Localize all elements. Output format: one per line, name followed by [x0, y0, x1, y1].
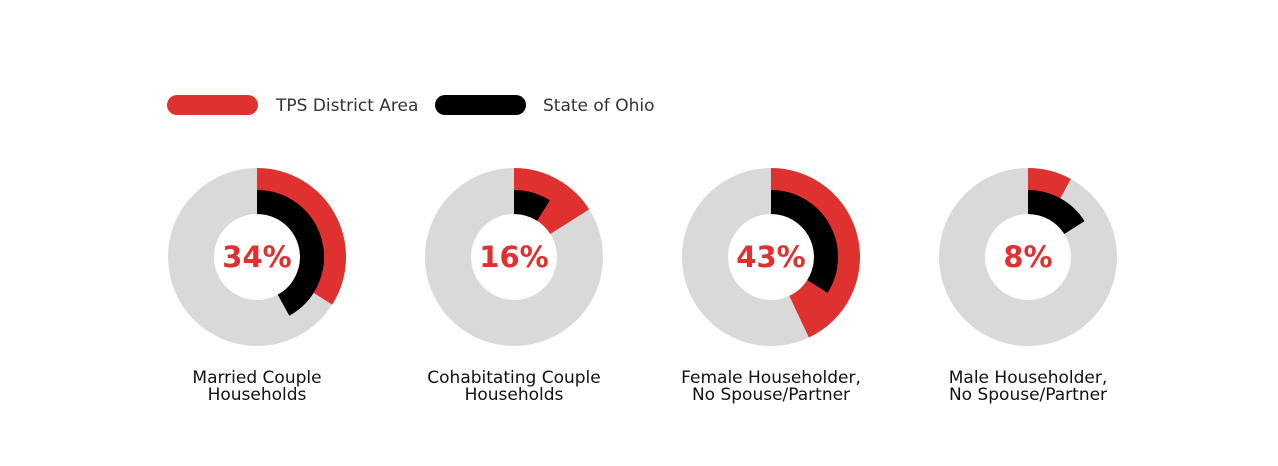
donut-center-value: 34%	[222, 240, 291, 274]
donut-category-label: Households	[465, 385, 564, 405]
donut-category-label: Male Householder,	[949, 368, 1108, 388]
legend-swatch-ohio	[435, 95, 526, 115]
legend: TPS District Area State of Ohio	[167, 95, 654, 116]
donut-category-label: Cohabitating Couple	[427, 368, 600, 388]
donut-3: 43% Female Householder,No Spouse/Partner	[681, 168, 861, 405]
donut-4: 8% Male Householder,No Spouse/Partner	[939, 168, 1117, 405]
donut-category-label: No Spouse/Partner	[692, 385, 850, 405]
donut-center-value: 43%	[736, 240, 805, 274]
donut-category-label: Female Householder,	[681, 368, 861, 388]
donut-center-value: 16%	[479, 240, 548, 274]
legend-label-ohio: State of Ohio	[543, 96, 654, 116]
donut-arc-ohio	[770, 190, 838, 293]
legend-swatch-tps	[167, 95, 258, 115]
donut-category-label: Households	[208, 385, 307, 405]
donut-category-label: No Spouse/Partner	[949, 385, 1107, 405]
donut-arc-ohio	[1027, 190, 1085, 235]
legend-label-tps: TPS District Area	[275, 96, 418, 116]
donut-arc-ohio	[513, 190, 550, 221]
donut-arc-ohio	[256, 190, 324, 316]
donut-category-label: Married Couple	[192, 368, 321, 388]
donut-center-value: 8%	[1003, 240, 1052, 274]
donuts: 34%Married CoupleHouseholds16%Cohabitati…	[168, 168, 1117, 405]
